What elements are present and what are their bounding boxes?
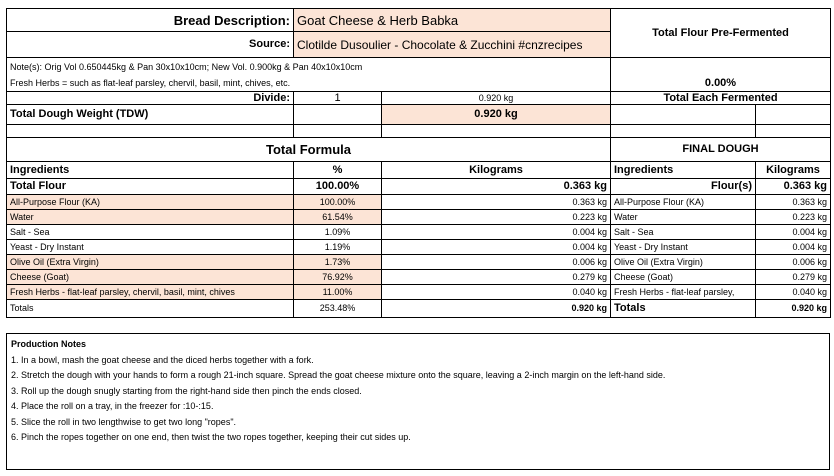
ingredient-row: Water 61.54% 0.223 kg Water 0.223 kg xyxy=(6,209,831,225)
col-ingredients: Ingredients xyxy=(6,161,294,179)
ingredient-kg: 0.223 kg xyxy=(381,209,611,225)
ingredient-kg: 0.004 kg xyxy=(381,224,611,240)
fd-ingredient-kg: 0.363 kg xyxy=(755,194,831,210)
ingredient-pct[interactable]: 61.54% xyxy=(293,209,382,225)
production-notes[interactable]: Production Notes 1. In a bowl, mash the … xyxy=(6,333,830,470)
fd-ingredient-kg: 0.004 kg xyxy=(755,239,831,255)
total-formula-title: Total Formula xyxy=(6,137,611,162)
production-step: 5. Slice the roll in two lengthwise to g… xyxy=(11,416,237,427)
ingredient-pct[interactable]: 100.00% xyxy=(293,194,382,210)
tdw-value[interactable]: 0.920 kg xyxy=(381,104,611,125)
production-notes-title: Production Notes xyxy=(11,339,87,349)
flours-label: Flour(s) xyxy=(610,178,756,195)
note-line: Note(s): Orig Vol 0.650445kg & Pan 30x10… xyxy=(10,62,363,72)
ingredient-name[interactable]: Fresh Herbs - flat-leaf parsley, chervil… xyxy=(6,284,294,300)
fd-ingredient-kg: 0.006 kg xyxy=(755,254,831,270)
col-percent: % xyxy=(293,161,382,179)
divide-weight: 0.920 kg xyxy=(381,91,611,105)
production-step: 4. Place the roll on a tray, in the free… xyxy=(11,401,214,411)
ingredient-kg: 0.004 kg xyxy=(381,239,611,255)
total-flour-pct: 100.00% xyxy=(293,178,382,195)
empty-cell[interactable] xyxy=(293,124,382,138)
empty-cell[interactable] xyxy=(6,124,294,138)
totals-label: Totals xyxy=(6,299,294,318)
fd-ingredient-name: Water xyxy=(610,209,756,225)
fd-ingredient-name: Salt - Sea xyxy=(610,224,756,240)
divide-label: Divide: xyxy=(6,91,294,105)
production-step: 1. In a bowl, mash the goat cheese and t… xyxy=(11,354,314,365)
final-dough-title: FINAL DOUGH xyxy=(610,137,831,162)
ingredient-name[interactable]: Yeast - Dry Instant xyxy=(6,239,294,255)
total-flour-label: Total Flour xyxy=(6,178,294,195)
ingredient-row: All-Purpose Flour (KA) 100.00% 0.363 kg … xyxy=(6,194,831,210)
empty-cell[interactable] xyxy=(381,124,611,138)
ingredient-pct[interactable]: 1.19% xyxy=(293,239,382,255)
totals-kg: 0.920 kg xyxy=(381,299,611,318)
empty-cell[interactable] xyxy=(293,104,382,125)
ingredient-name[interactable]: Olive Oil (Extra Virgin) xyxy=(6,254,294,270)
fd-totals-label: Totals xyxy=(610,299,756,318)
ingredient-row: Yeast - Dry Instant 1.19% 0.004 kg Yeast… xyxy=(6,239,831,255)
fd-ingredient-name: Cheese (Goat) xyxy=(610,269,756,285)
fd-ingredient-kg: 0.279 kg xyxy=(755,269,831,285)
production-step: 3. Roll up the dough snugly starting fro… xyxy=(11,385,362,396)
fd-ingredient-name: Fresh Herbs - flat-leaf parsley, xyxy=(610,284,756,300)
ingredient-row: Salt - Sea 1.09% 0.004 kg Salt - Sea 0.0… xyxy=(6,224,831,240)
flours-kg: 0.363 kg xyxy=(755,178,831,195)
col-kilograms: Kilograms xyxy=(381,161,611,179)
ingredient-name[interactable]: Salt - Sea xyxy=(6,224,294,240)
ingredient-kg: 0.279 kg xyxy=(381,269,611,285)
totals-pct: 253.48% xyxy=(293,299,382,318)
ingredient-name[interactable]: Water xyxy=(6,209,294,225)
fd-ingredient-name: Olive Oil (Extra Virgin) xyxy=(610,254,756,270)
empty-cell[interactable] xyxy=(755,104,831,125)
fd-ingredient-kg: 0.004 kg xyxy=(755,224,831,240)
fd-ingredient-kg: 0.040 kg xyxy=(755,284,831,300)
ingredient-name[interactable]: Cheese (Goat) xyxy=(6,269,294,285)
total-flour-kg: 0.363 kg xyxy=(381,178,611,195)
ingredient-pct[interactable]: 76.92% xyxy=(293,269,382,285)
ingredient-kg: 0.006 kg xyxy=(381,254,611,270)
ingredient-row: Fresh Herbs - flat-leaf parsley, chervil… xyxy=(6,284,831,300)
fd-ingredient-name: All-Purpose Flour (KA) xyxy=(610,194,756,210)
pre-fermented-title: Total Flour Pre-Fermented xyxy=(610,8,831,58)
ingredient-kg: 0.363 kg xyxy=(381,194,611,210)
ingredient-kg: 0.040 kg xyxy=(381,284,611,300)
recipe-sheet: Bread Description: Goat Cheese & Herb Ba… xyxy=(6,8,831,318)
ingredient-pct[interactable]: 1.09% xyxy=(293,224,382,240)
tdw-label: Total Dough Weight (TDW) xyxy=(6,104,294,125)
fd-totals-kg: 0.920 kg xyxy=(755,299,831,318)
production-step: 6. Pinch the ropes together on one end, … xyxy=(11,432,411,442)
source-label: Source: xyxy=(6,31,294,58)
fd-ingredient-name: Yeast - Dry Instant xyxy=(610,239,756,255)
empty-cell[interactable] xyxy=(610,124,756,138)
fd-col-ingredients: Ingredients xyxy=(610,161,756,179)
ingredient-row: Olive Oil (Extra Virgin) 1.73% 0.006 kg … xyxy=(6,254,831,270)
ingredient-name[interactable]: All-Purpose Flour (KA) xyxy=(6,194,294,210)
source-cell[interactable]: Clotilde Dusoulier - Chocolate & Zucchin… xyxy=(293,31,611,58)
bread-description-label: Bread Description: xyxy=(6,8,294,32)
fd-ingredient-kg: 0.223 kg xyxy=(755,209,831,225)
empty-cell[interactable] xyxy=(610,104,756,125)
pre-fermented-value[interactable]: 0.00% xyxy=(610,57,831,92)
empty-cell[interactable] xyxy=(755,124,831,138)
ingredient-pct[interactable]: 1.73% xyxy=(293,254,382,270)
fd-col-kilograms: Kilograms xyxy=(755,161,831,179)
bread-description-cell[interactable]: Goat Cheese & Herb Babka xyxy=(293,8,611,32)
production-step: 2. Stretch the dough with your hands to … xyxy=(11,370,666,380)
note-line: Fresh Herbs = such as flat-leaf parsley,… xyxy=(10,78,291,88)
ingredient-row: Cheese (Goat) 76.92% 0.279 kg Cheese (Go… xyxy=(6,269,831,285)
ingredient-pct[interactable]: 11.00% xyxy=(293,284,382,300)
each-fermented-title: Total Each Fermented xyxy=(610,91,831,105)
notes-cell[interactable]: Note(s): Orig Vol 0.650445kg & Pan 30x10… xyxy=(6,57,611,92)
divide-value[interactable]: 1 xyxy=(293,91,382,105)
